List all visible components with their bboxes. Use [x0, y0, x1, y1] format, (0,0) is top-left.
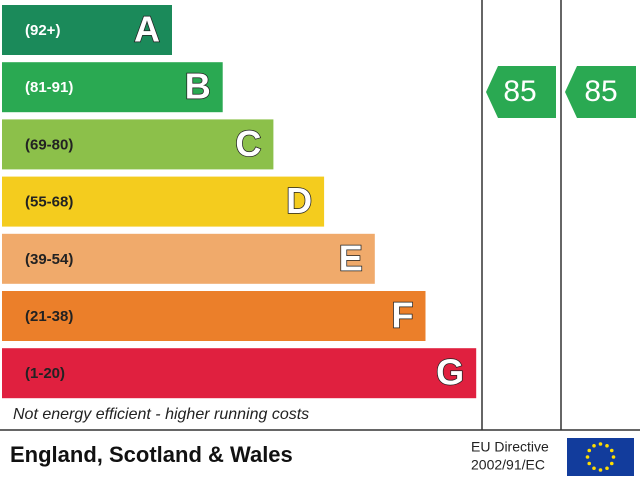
band-letter: F [392, 295, 414, 336]
band-range: (39-54) [25, 251, 73, 268]
eu-star [585, 455, 590, 459]
current-arrow [486, 66, 556, 118]
eu-star [605, 466, 609, 471]
band-letter: B [185, 66, 211, 107]
band-letter: G [436, 352, 464, 393]
band-range: (21-38) [25, 308, 73, 325]
directive-line: 2002/91/EC [471, 457, 545, 473]
directive-line: EU Directive [471, 439, 549, 455]
band-range: (92+) [25, 22, 60, 39]
eu-star [598, 442, 603, 446]
band-letter: D [286, 180, 312, 221]
band [2, 119, 274, 170]
band-range: (81-91) [25, 79, 73, 96]
band-range: (69-80) [25, 136, 73, 153]
eu-star [592, 466, 596, 471]
band [2, 233, 375, 284]
band-range: (55-68) [25, 194, 73, 211]
band [2, 176, 325, 227]
region: England, Scotland & Wales [10, 442, 293, 467]
current-rating: 85 [503, 75, 536, 108]
band-letter: A [134, 9, 160, 50]
potential-rating: 85 [584, 75, 617, 108]
potential-arrow [565, 66, 636, 118]
eu-star [605, 443, 609, 448]
band [2, 5, 172, 55]
band [2, 348, 477, 399]
footer-note: Not energy efficient - higher running co… [13, 406, 309, 423]
band [2, 291, 426, 341]
eu-star [598, 468, 603, 472]
band-letter: E [339, 237, 363, 278]
band [2, 62, 223, 113]
eu-star [587, 461, 592, 466]
eu-star [611, 455, 616, 459]
band-range: (1-20) [25, 365, 65, 382]
eu-stars [585, 442, 616, 472]
eu-star [592, 443, 596, 448]
eu-star [609, 448, 614, 453]
band-letter: C [235, 123, 261, 164]
bands: (92+) A (81-91) B (69-80) C (55-68) D (39-54) E (2… [2, 5, 477, 399]
eu-star [587, 448, 592, 453]
eu-star [609, 461, 614, 466]
